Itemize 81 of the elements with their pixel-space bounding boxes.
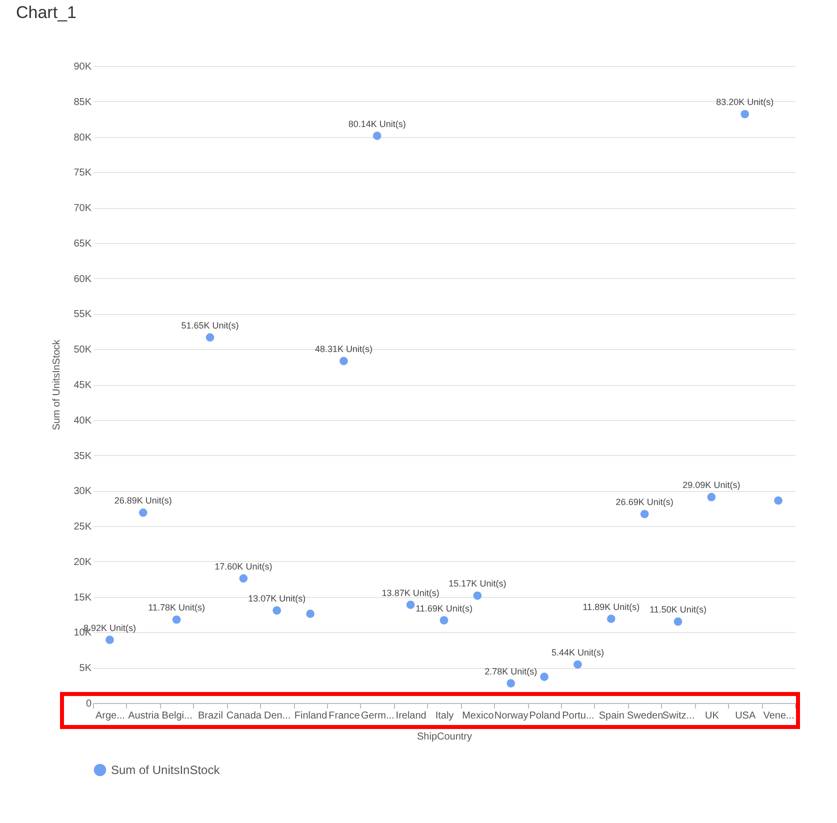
x-tick-label: UK — [704, 710, 720, 722]
data-label: 13.87K Unit(s) — [382, 588, 440, 598]
x-tick-label: Vene... — [763, 710, 794, 722]
y-tick-label: 90K — [74, 62, 92, 72]
y-tick-label: 85K — [74, 96, 92, 108]
point — [406, 600, 415, 610]
x-tick-label: Arge... — [95, 710, 125, 722]
legend-label: Sum of UnitsInStock — [111, 763, 221, 777]
point — [372, 132, 382, 140]
y-tick-label: 45K — [74, 380, 92, 391]
y-tick-label: 50K — [74, 344, 92, 356]
point — [239, 574, 248, 583]
x-tick-label: Austria — [128, 710, 160, 722]
x-tick-label: Switz... — [662, 710, 695, 722]
point — [540, 672, 548, 681]
y-tick-label: 20K — [74, 556, 92, 568]
data-label: 17.60K Unit(s) — [214, 561, 272, 572]
data-label: 15.17K Unit(s) — [448, 578, 506, 589]
x-tick-label: Canada — [226, 710, 262, 722]
x-tick-label: USA — [735, 710, 756, 722]
x-tick-label: Finland — [294, 710, 328, 722]
data-label: 11.78K Unit(s) — [148, 602, 205, 613]
y-tick-label: 15K — [74, 592, 92, 604]
y-axis-title: Sum of UnitsInStock — [52, 338, 63, 430]
y-tick-label: 30K — [74, 486, 92, 498]
x-tick-label: Spain — [598, 710, 624, 722]
point — [172, 615, 181, 624]
x-tick-label: Brazil — [198, 710, 224, 722]
point — [707, 492, 716, 502]
point — [640, 510, 649, 518]
data-label: 13.07K Unit(s) — [248, 593, 306, 604]
data-label: 2.78K Unit(s) — [484, 666, 538, 676]
point — [574, 660, 582, 669]
x-tick-label: Mexico — [462, 710, 494, 722]
chart-title: Chart_1 — [16, 3, 76, 22]
x-tick-label: Poland — [529, 710, 560, 722]
point — [340, 356, 348, 366]
y-tick-label: 40K — [74, 415, 92, 426]
y-tick-label: 25K — [74, 522, 92, 533]
y-tick-label: 35K — [74, 450, 92, 462]
data-label: 11.50K Unit(s) — [650, 604, 706, 615]
x-tick-label: Sweden — [627, 710, 664, 722]
data-label: 83.20K Unit(s) — [716, 97, 774, 108]
data-label: 80.14K Unit(s) — [348, 118, 406, 129]
point — [306, 610, 314, 618]
y-tick-label: 70K — [74, 203, 92, 214]
point — [740, 110, 750, 118]
point — [774, 496, 782, 505]
x-tick-label: France — [328, 710, 360, 722]
data-label: 48.31K Unit(s) — [314, 344, 372, 354]
data-label: 11.89K Unit(s) — [582, 602, 640, 612]
point — [272, 606, 282, 615]
point — [106, 636, 114, 644]
y-tick-label: 75K — [74, 168, 92, 179]
y-tick-label: 55K — [74, 309, 92, 320]
data-label: 29.09K Unit(s) — [682, 480, 740, 490]
x-tick-label: Belgi... — [162, 710, 192, 722]
point — [506, 679, 516, 688]
data-label: 26.69K Unit(s) — [616, 497, 674, 508]
point — [473, 591, 482, 600]
x-tick-label: Italy — [435, 710, 454, 722]
y-tick-label: 60K — [74, 274, 92, 285]
x-tick-label: Ireland — [396, 710, 426, 722]
y-tick-label: 65K — [74, 238, 92, 250]
point — [674, 617, 682, 626]
y-tick-label: 0 — [86, 698, 92, 710]
x-axis-title: ShipCountry — [416, 732, 472, 742]
x-tick-label: Germ... — [360, 710, 394, 722]
point — [606, 614, 616, 624]
y-tick-label: 5K — [79, 663, 92, 674]
data-label: 5.44K Unit(s) — [551, 647, 604, 658]
point — [440, 616, 448, 624]
data-label: 11.69K Unit(s) — [416, 603, 472, 614]
point — [138, 508, 148, 517]
y-tick-label: 80K — [74, 132, 92, 144]
data-label: 26.89K Unit(s) — [114, 496, 172, 506]
x-tick-label: Den... — [264, 710, 291, 722]
point — [206, 333, 214, 342]
x-tick-label: Norway — [494, 710, 528, 722]
data-label: 51.65K Unit(s) — [181, 320, 239, 330]
x-tick-label: Portu... — [562, 710, 594, 722]
